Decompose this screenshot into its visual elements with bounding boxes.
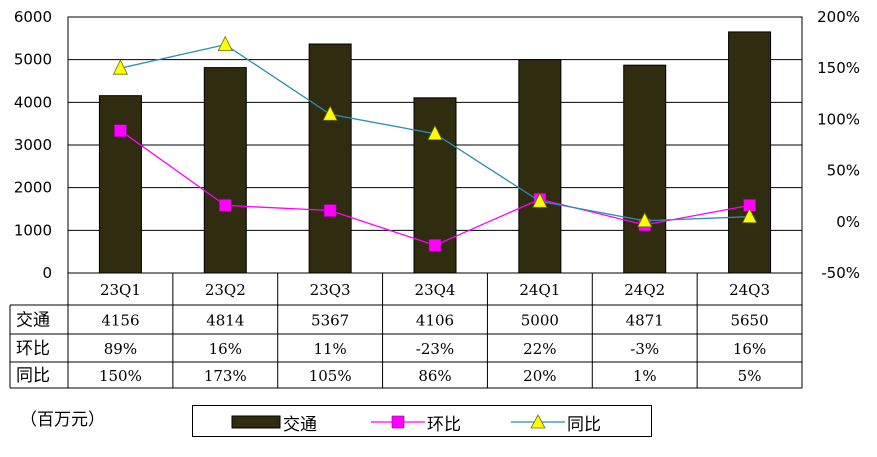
table-cell: 11% [313, 340, 346, 358]
table-cell: 86% [418, 367, 451, 385]
table-cell: 22% [523, 340, 556, 358]
data-table: 23Q1 23Q2 23Q3 23Q4 24Q1 24Q2 24Q3 交通 4156 4814 53… [9, 273, 803, 389]
legend-item-yoy: 同比 [511, 411, 601, 435]
table-row-label: 交通 [16, 311, 50, 331]
left-axis-tick-label: 4000 [14, 93, 52, 111]
square-point [428, 239, 442, 252]
legend-triangle-marker-icon [511, 414, 565, 429]
triangle-point [532, 192, 548, 208]
table-cell: 89% [104, 340, 137, 358]
x-axis-category-label: 23Q2 [205, 281, 246, 299]
table-cell: 4871 [626, 312, 664, 330]
legend-label-tongbi: 同比 [567, 414, 601, 435]
triangle-point [112, 59, 129, 75]
left-axis-tick-label: 3000 [14, 136, 52, 154]
right-axis-tick-label: 50% [827, 162, 860, 180]
legend-label-huanbi: 环比 [427, 414, 461, 435]
legend-bar-swatch [231, 415, 281, 429]
table-cell: -3% [630, 340, 659, 358]
left-axis-tick-label: 0 [42, 264, 52, 282]
square-point [114, 124, 127, 137]
table-cell: 150% [99, 367, 142, 385]
legend-item-bar: 交通 [231, 411, 317, 435]
table-cell: 1% [633, 367, 657, 385]
bar [98, 95, 142, 274]
table-cell: 5367 [311, 312, 349, 330]
x-axis-category-label: 23Q1 [100, 281, 141, 299]
axes: 0 1000 2000 3000 4000 5000 6000 -50% 0% 50% 100% 15… [14, 8, 860, 282]
right-axis-tick-label: 100% [817, 110, 860, 128]
table-cell: 5% [738, 367, 762, 385]
x-axis-category-label: 24Q1 [519, 281, 560, 299]
legend: 交通 环比 同比 [192, 405, 652, 437]
right-axis-tick-label: 0% [836, 213, 860, 231]
legend-square-marker-icon [371, 415, 425, 429]
legend-label-jiaotong: 交通 [283, 414, 317, 435]
x-axis-category-label: 23Q4 [415, 281, 456, 299]
bar [203, 67, 247, 274]
table-row-label: 同比 [16, 366, 50, 386]
bar [728, 31, 772, 274]
triangle-point [217, 35, 233, 52]
left-axis-tick-label: 5000 [14, 51, 52, 69]
triangle-point [741, 207, 758, 224]
right-axis-tick-label: 200% [817, 8, 860, 26]
bar [308, 43, 352, 274]
bars [98, 31, 772, 274]
plot-frame [67, 16, 803, 274]
triangle-point [322, 105, 338, 121]
table-cell: 4814 [206, 312, 244, 330]
square-point [323, 204, 337, 217]
table-cell: 173% [204, 367, 247, 385]
triangle-point [637, 211, 653, 228]
left-axis-tick-label: 2000 [14, 179, 52, 197]
table-cell: 105% [309, 367, 352, 385]
table-cell: -23% [416, 340, 454, 358]
x-axis-category-label: 24Q3 [729, 281, 770, 299]
triangle-point [427, 124, 443, 141]
table-cell: 4156 [101, 312, 139, 330]
table-cell: 5650 [730, 312, 768, 330]
table-cell: 4106 [416, 312, 454, 330]
unit-label: （百万元） [20, 410, 105, 430]
square-point [218, 199, 232, 212]
right-axis-tick-label: -50% [821, 264, 860, 282]
left-axis-tick-label: 1000 [14, 221, 52, 239]
bar [623, 64, 667, 274]
left-axis-tick-label: 6000 [14, 8, 52, 26]
table-row-label: 环比 [16, 339, 50, 359]
x-axis-category-label: 24Q2 [624, 281, 665, 299]
lines [112, 35, 758, 252]
table-cell: 5000 [521, 312, 559, 330]
table-cell: 16% [733, 340, 766, 358]
table-cell: 20% [523, 367, 556, 385]
bar [518, 59, 562, 274]
table-cell: 16% [209, 340, 242, 358]
x-axis-category-label: 23Q3 [310, 281, 351, 299]
legend-item-qoq: 环比 [371, 411, 461, 435]
right-axis-tick-label: 150% [817, 59, 860, 77]
